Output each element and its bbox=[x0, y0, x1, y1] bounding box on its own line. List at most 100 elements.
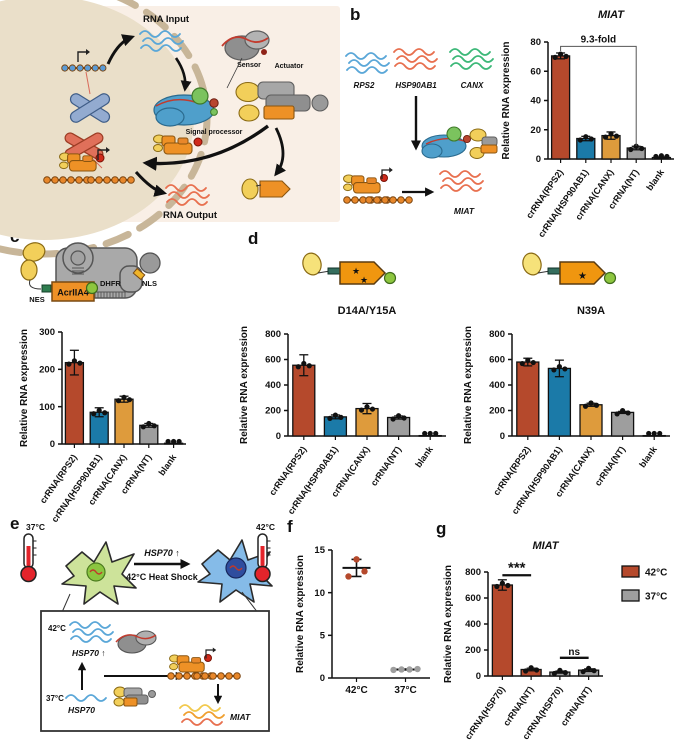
data-point bbox=[165, 438, 171, 445]
data-point bbox=[582, 403, 589, 409]
data-point bbox=[406, 666, 413, 673]
y-tick-label: 10 bbox=[314, 588, 325, 599]
dhfr-label: DHFR bbox=[100, 279, 121, 288]
panel-b-label: b bbox=[350, 5, 361, 24]
box-hsp70-up-label: HSP70 ↑ bbox=[72, 648, 106, 658]
sig-label: ns bbox=[568, 647, 580, 658]
panel-d1-mutant-icon: ★ ★ bbox=[302, 252, 397, 285]
data-point bbox=[176, 438, 182, 445]
arrow-dna-to-rna-input bbox=[106, 34, 135, 65]
nes-domain bbox=[41, 284, 52, 293]
legend-swatch bbox=[621, 589, 640, 602]
miat-waves bbox=[440, 171, 483, 191]
dhfr-domain bbox=[85, 281, 99, 295]
data-point bbox=[115, 398, 122, 404]
y-tick-label: 0 bbox=[476, 671, 481, 682]
actuator-label: Actuator bbox=[275, 63, 304, 70]
arrow-rna-to-processor bbox=[174, 57, 192, 92]
y-tick-label: 800 bbox=[489, 329, 505, 340]
bar-crRNA(CANX) bbox=[114, 398, 134, 445]
chart-d1-svg: 0 200 400 600 800 Relative RNA expression D14A… bbox=[239, 305, 446, 516]
nes-label: NES bbox=[29, 295, 44, 304]
data-point bbox=[591, 668, 597, 674]
data-point bbox=[586, 665, 592, 671]
y-tick-label: 100 bbox=[39, 402, 55, 413]
data-point bbox=[121, 394, 127, 400]
x-tick-label: blank bbox=[637, 444, 659, 470]
arrow-to-rna-output bbox=[134, 171, 168, 197]
x-tick-label: crRNA(NT) bbox=[593, 444, 628, 487]
y-tick-label: 800 bbox=[265, 329, 281, 340]
d14a-star-icon: ★ bbox=[352, 266, 360, 276]
y-tick-label: 15 bbox=[314, 545, 325, 556]
data-point bbox=[345, 573, 352, 580]
effector-pentagon bbox=[559, 261, 607, 285]
data-point bbox=[301, 360, 307, 367]
data-point bbox=[401, 415, 407, 421]
inset-box bbox=[40, 610, 270, 732]
sensor-blob-icon bbox=[115, 630, 157, 654]
data-point bbox=[583, 134, 589, 140]
arrow-actuator-to-nucleus bbox=[142, 124, 270, 171]
dna-blue-icon bbox=[60, 48, 107, 95]
data-point bbox=[306, 363, 312, 369]
y-tick-label: 80 bbox=[530, 37, 541, 48]
data-point bbox=[563, 53, 569, 59]
data-point bbox=[71, 358, 77, 364]
panel-a-diagram: RNA Input Sensor Signal processor bbox=[0, 0, 340, 258]
panel-d2-mutant-icon: ★ bbox=[522, 252, 617, 285]
box-hsp70-label: HSP70 bbox=[68, 705, 95, 715]
data-point bbox=[628, 146, 634, 153]
data-point bbox=[398, 666, 405, 673]
dhfr-circle-icon bbox=[383, 271, 397, 285]
data-point bbox=[608, 131, 614, 137]
data-point bbox=[427, 430, 433, 437]
data-point bbox=[126, 397, 133, 403]
n39a-star-icon: ★ bbox=[578, 271, 587, 282]
y-tick-label: 0 bbox=[50, 439, 55, 450]
data-point bbox=[577, 137, 583, 143]
y-tick-label: 0 bbox=[320, 673, 325, 684]
data-point bbox=[639, 145, 645, 152]
rna-output-label: RNA Output bbox=[163, 210, 218, 221]
bar-crRNA(HSP70) bbox=[491, 584, 514, 677]
chart-title: D14A/Y15A bbox=[338, 305, 397, 317]
y-tick-label: 400 bbox=[489, 380, 505, 391]
y-tick-label: 0 bbox=[276, 431, 281, 442]
y-tick-label: 20 bbox=[530, 125, 541, 136]
x-tick-label: blank bbox=[413, 444, 435, 470]
y-tick-label: 600 bbox=[265, 355, 281, 366]
rps2-waves bbox=[346, 53, 389, 73]
y-tick-label: 200 bbox=[489, 406, 505, 417]
y-tick-label: 200 bbox=[39, 365, 55, 376]
floating-effector-machine-icon bbox=[152, 134, 203, 155]
legend-swatch bbox=[621, 565, 640, 578]
hsp90ab1-label: HSP90AB1 bbox=[395, 81, 437, 90]
data-point bbox=[295, 364, 301, 370]
data-point bbox=[390, 666, 397, 674]
dhfr-circle-icon bbox=[603, 271, 617, 285]
y-tick-label: 600 bbox=[489, 355, 505, 366]
data-point bbox=[499, 580, 505, 586]
x-tick-label: crRNA(NT) bbox=[369, 444, 404, 487]
data-point bbox=[633, 143, 639, 149]
chromosome-red-icon bbox=[64, 132, 104, 169]
bar-crRNA(HSP90AB1) bbox=[547, 367, 572, 437]
y-tick-label: 0 bbox=[500, 431, 505, 442]
thermometer-37-icon bbox=[20, 533, 38, 583]
effector-pentagon bbox=[339, 261, 387, 285]
chart-title: MIAT bbox=[532, 540, 559, 552]
bar-crRNA(RPS2) bbox=[516, 361, 540, 437]
data-point bbox=[140, 424, 146, 430]
nucleus-effector-machine-icon bbox=[42, 146, 136, 185]
data-point bbox=[580, 669, 586, 675]
nls-label: NLS bbox=[142, 279, 157, 288]
heat-shock-label: 42°C Heat Shock bbox=[126, 572, 199, 582]
data-point bbox=[651, 430, 657, 437]
panel-c-diagram: NES AcrIIA4 DHFR NLS bbox=[20, 242, 161, 304]
y-tick-label: 400 bbox=[465, 619, 481, 630]
data-point bbox=[96, 407, 102, 414]
data-point bbox=[562, 366, 568, 372]
